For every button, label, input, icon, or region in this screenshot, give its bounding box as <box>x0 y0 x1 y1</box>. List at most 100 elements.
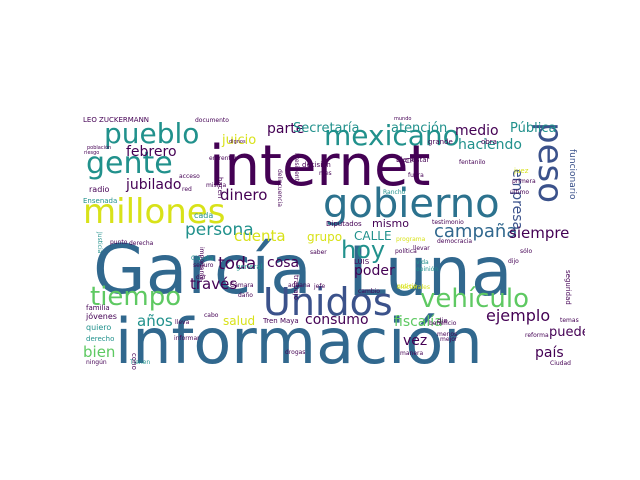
word-aduana: aduana <box>288 282 311 289</box>
word-años: años <box>137 312 173 330</box>
word-vida: vida <box>416 259 429 266</box>
word-febrero: febrero <box>126 144 177 160</box>
word-delincuencia: delincuencia <box>276 169 283 207</box>
word-tiempo: tiempo <box>90 282 181 312</box>
word-mejor: mejor <box>440 336 458 343</box>
word-justicia: Justicia <box>96 231 103 254</box>
word-quiero: quiero <box>86 323 111 332</box>
word-poder: poder <box>354 263 395 279</box>
word-jubilado: jubilado <box>125 177 181 193</box>
word-juicio: juicio <box>221 133 256 148</box>
word-lleva: lleva <box>175 319 190 326</box>
word-salud: salud <box>223 314 255 328</box>
word-conocer: conocer <box>130 353 138 370</box>
word-mes: mes <box>319 170 332 177</box>
word-mundo: mundo <box>394 116 411 122</box>
word-dijo: dijo <box>508 258 519 265</box>
word-opinión: opinión <box>416 266 438 273</box>
word-primera: primera <box>512 178 536 185</box>
word-presidente: Presidente <box>293 153 300 185</box>
word-secretaría: Secretaría <box>293 121 359 136</box>
word-trabajo: trabajo <box>292 275 300 300</box>
word-hacen: hacen <box>216 177 224 198</box>
word-medio: medio <box>455 123 499 139</box>
word-internet: internet <box>209 134 430 199</box>
word-ensenada: Ensenada <box>83 197 117 205</box>
word-gente: gente <box>86 146 173 181</box>
word-bien: bien <box>83 343 115 361</box>
word-red: red <box>182 186 192 193</box>
word-beneficio: beneficio <box>429 320 457 327</box>
word-radio: radio <box>89 185 109 194</box>
word-país: país <box>535 345 564 361</box>
word-derecha: derecha <box>129 240 154 247</box>
word-drogas: drogas <box>285 349 305 356</box>
word-informar: informar <box>174 335 200 342</box>
word-daño: daño <box>238 292 253 299</box>
word-sólo: sólo <box>520 248 532 255</box>
word-través: través <box>190 275 237 293</box>
word-funcionario: funcionario <box>567 149 577 200</box>
word-acceso: acceso <box>179 173 200 180</box>
word-gobierno: gobierno <box>323 181 500 227</box>
word-información: información <box>115 305 483 370</box>
word-persona: persona <box>185 220 254 240</box>
word-manera: manera <box>400 350 423 357</box>
word-riesgo: riesgo <box>84 150 99 156</box>
word-rancho: Rancho <box>383 189 406 196</box>
word-consumo: consumo <box>305 312 369 328</box>
word-toda: toda <box>218 254 256 274</box>
word-jóvenes: jóvenes <box>85 311 117 321</box>
word-testimonio: testimonio <box>432 219 464 226</box>
word-seguridad: seguridad <box>564 270 572 305</box>
word-grande: grande <box>428 138 453 146</box>
word-tren-maya: Tren Maya <box>262 317 299 325</box>
word-haciendo: haciendo <box>458 137 522 153</box>
word-fentanilo: fentanilo <box>459 159 486 166</box>
word-ciudad: Ciudad <box>550 360 571 367</box>
word-electorales: electorales <box>397 284 430 291</box>
word-calle: CALLE <box>354 229 392 243</box>
word-empresa: empresa <box>509 169 525 230</box>
word-campaña: campaña <box>434 221 517 242</box>
word-documento: documento <box>195 117 229 124</box>
word-juez: juez <box>513 167 529 175</box>
word-último: último <box>510 189 529 196</box>
word-derecho: derecho <box>86 335 114 343</box>
word-pueblo: pueblo <box>104 117 199 150</box>
word-programa: programa <box>396 236 426 243</box>
word-decisión: decisión <box>302 161 331 169</box>
word-luis: LUIS <box>354 258 370 266</box>
word-pueden: pueden <box>549 325 585 340</box>
word-atención: atención <box>391 121 447 136</box>
word-ningún: ningún <box>86 359 107 366</box>
word-temas: temas <box>560 317 579 324</box>
word-cámara: Cámara <box>230 282 254 289</box>
word-jefe: jefe <box>313 283 325 290</box>
word-luna: Luna <box>348 233 513 312</box>
word-menos: menos <box>437 331 457 338</box>
word-tienen: Tienen <box>129 359 150 366</box>
word-reforma: reforma <box>525 332 549 339</box>
word-población: población <box>87 144 111 151</box>
word-unidos: Unidos <box>263 280 393 324</box>
word-bienestar: Bienestar <box>396 156 429 164</box>
word-mismo: mismo <box>372 217 409 230</box>
word-cloud: información García Luna internet gobierno mil… <box>83 109 585 370</box>
word-saber: saber <box>310 249 327 256</box>
word-enfrentar: enfrentar <box>209 155 237 162</box>
word-fiscalía: fiscalía <box>394 314 443 330</box>
word-dio: dio <box>437 317 448 325</box>
word-cfe: CFE <box>405 157 418 165</box>
word-garcía: García <box>93 231 312 310</box>
word-dignos: dignos <box>229 139 246 145</box>
word-obra: obra <box>481 138 497 146</box>
word-siempre: siempre <box>509 224 569 242</box>
word-dar: dar <box>196 274 206 281</box>
word-noticia: noticia <box>397 283 417 290</box>
word-pública: Pública <box>510 121 556 136</box>
word-parte: parte <box>267 121 304 137</box>
word-punto: punto <box>110 239 128 246</box>
word-cuenta: cuenta <box>234 227 286 245</box>
